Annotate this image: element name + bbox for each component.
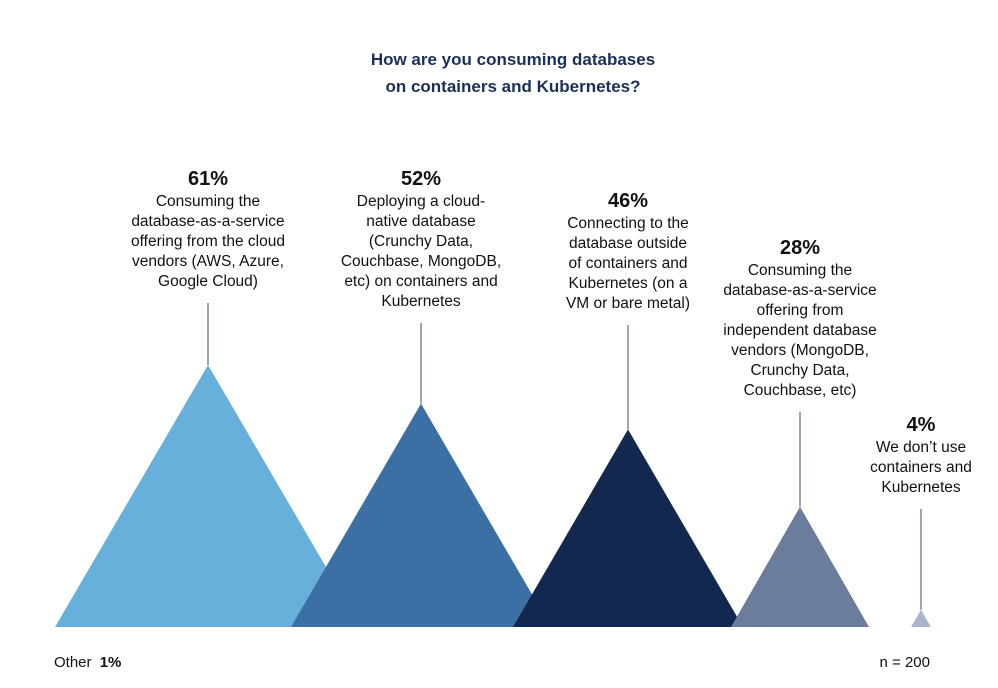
category-label-line: Kubernetes [881,479,961,496]
sample-size-note: n = 200 [880,654,930,671]
category-label-line: We don’t use [876,439,966,456]
category-label-line: Deploying a cloud- [357,193,485,210]
category-label-line: native database [366,213,475,230]
category-label-line: Kubernetes [381,293,461,310]
category-label-line: offering from the cloud [131,233,285,250]
value-label: 46% [608,190,648,212]
category-label-line: database outside [569,235,687,252]
other-value: 1% [100,654,122,671]
category-label-line: vendors (AWS, Azure, [132,253,284,270]
category-label-line: Couchbase, MongoDB, [341,253,501,270]
triangle-marks [55,365,931,627]
category-label-line: VM or bare metal) [566,295,690,312]
chart-title-line: How are you consuming databases [371,50,655,69]
category-label-line: Consuming the [748,262,852,279]
triangle-mark [291,403,551,627]
category-label-line: Couchbase, etc) [744,382,857,399]
category-label-line: of containers and [569,255,688,272]
connector-lines [207,303,922,610]
triangle-mark [55,365,361,627]
triangle-mark [911,609,931,627]
category-label-line: vendors (MongoDB, [731,342,869,359]
chart-title-line: on containers and Kubernetes? [385,77,640,96]
other-note: Other 1% [54,654,121,671]
value-label: 52% [401,168,441,190]
triangle-mark [731,506,869,627]
value-label: 4% [907,414,936,436]
other-label: Other [54,654,92,671]
category-label-line: (Crunchy Data, [369,233,473,250]
category-label-line: Connecting to the [567,215,689,232]
category-label-line: database-as-a-service [723,282,876,299]
category-label-line: offering from [757,302,844,319]
category-label-line: Kubernetes (on a [569,275,688,292]
data-labels: 61% Consuming the database-as-a-service off… [131,168,972,496]
value-label: 61% [188,168,228,190]
category-label-line: database-as-a-service [131,213,284,230]
value-label: 28% [780,237,820,259]
category-label-line: Crunchy Data, [750,362,849,379]
triangle-mark [513,429,743,627]
chart-title: How are you consuming databases on contai… [371,50,655,96]
category-label-line: Google Cloud) [158,273,258,290]
category-label-line: containers and [870,459,972,476]
category-label-line: etc) on containers and [344,273,497,290]
category-label-line: Consuming the [156,193,260,210]
category-label-line: independent database [723,322,876,339]
